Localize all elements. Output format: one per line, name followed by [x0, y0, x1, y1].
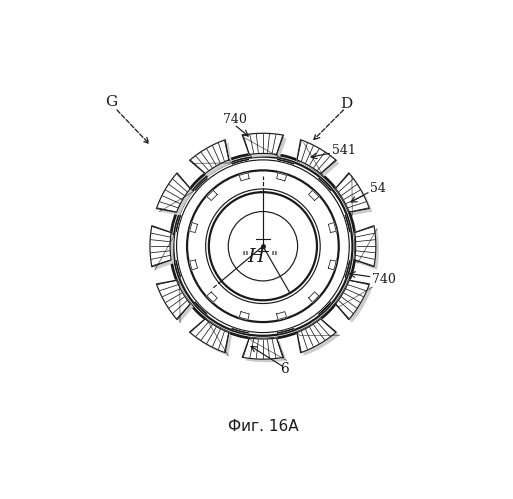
Polygon shape — [345, 216, 350, 232]
Text: G: G — [105, 95, 117, 109]
Text: 54: 54 — [370, 183, 386, 196]
Polygon shape — [319, 178, 331, 191]
Polygon shape — [160, 176, 193, 215]
Polygon shape — [278, 159, 294, 164]
Polygon shape — [277, 311, 287, 319]
Polygon shape — [153, 229, 174, 270]
Polygon shape — [336, 173, 369, 212]
Polygon shape — [319, 302, 331, 314]
Polygon shape — [309, 292, 319, 302]
Polygon shape — [207, 292, 217, 302]
Polygon shape — [176, 260, 181, 277]
Polygon shape — [156, 173, 190, 212]
Polygon shape — [190, 260, 198, 270]
Polygon shape — [309, 190, 319, 201]
Text: D: D — [340, 97, 352, 111]
Text: 740: 740 — [223, 113, 246, 126]
Polygon shape — [192, 143, 232, 177]
Polygon shape — [339, 176, 372, 215]
Text: ": " — [270, 250, 278, 264]
Text: 740: 740 — [372, 273, 397, 286]
Polygon shape — [328, 260, 336, 270]
Polygon shape — [278, 328, 294, 333]
Polygon shape — [195, 178, 207, 191]
Polygon shape — [300, 143, 340, 177]
Polygon shape — [242, 133, 284, 155]
Polygon shape — [300, 322, 340, 356]
Polygon shape — [207, 190, 217, 201]
Polygon shape — [358, 229, 379, 270]
Polygon shape — [245, 341, 287, 362]
Polygon shape — [232, 159, 248, 164]
Polygon shape — [245, 136, 287, 158]
Polygon shape — [176, 216, 181, 232]
Polygon shape — [354, 226, 376, 267]
Polygon shape — [297, 319, 337, 353]
Polygon shape — [150, 226, 171, 267]
Polygon shape — [232, 328, 248, 333]
Polygon shape — [297, 140, 337, 174]
Text: H: H — [248, 248, 265, 265]
Polygon shape — [239, 173, 249, 181]
Polygon shape — [189, 140, 229, 174]
Polygon shape — [239, 311, 249, 319]
Polygon shape — [242, 338, 284, 359]
Text: Фиг. 16A: Фиг. 16A — [228, 419, 298, 434]
Polygon shape — [336, 280, 369, 319]
Polygon shape — [345, 260, 350, 277]
Polygon shape — [160, 283, 193, 323]
Polygon shape — [156, 280, 190, 319]
Polygon shape — [277, 173, 287, 181]
Text: 6: 6 — [280, 362, 289, 376]
Polygon shape — [339, 283, 372, 323]
Polygon shape — [192, 322, 232, 356]
Text: ": " — [242, 250, 249, 264]
Text: 541: 541 — [332, 144, 356, 157]
Polygon shape — [189, 319, 229, 353]
Polygon shape — [328, 223, 336, 233]
Polygon shape — [190, 223, 198, 233]
Polygon shape — [195, 302, 207, 314]
